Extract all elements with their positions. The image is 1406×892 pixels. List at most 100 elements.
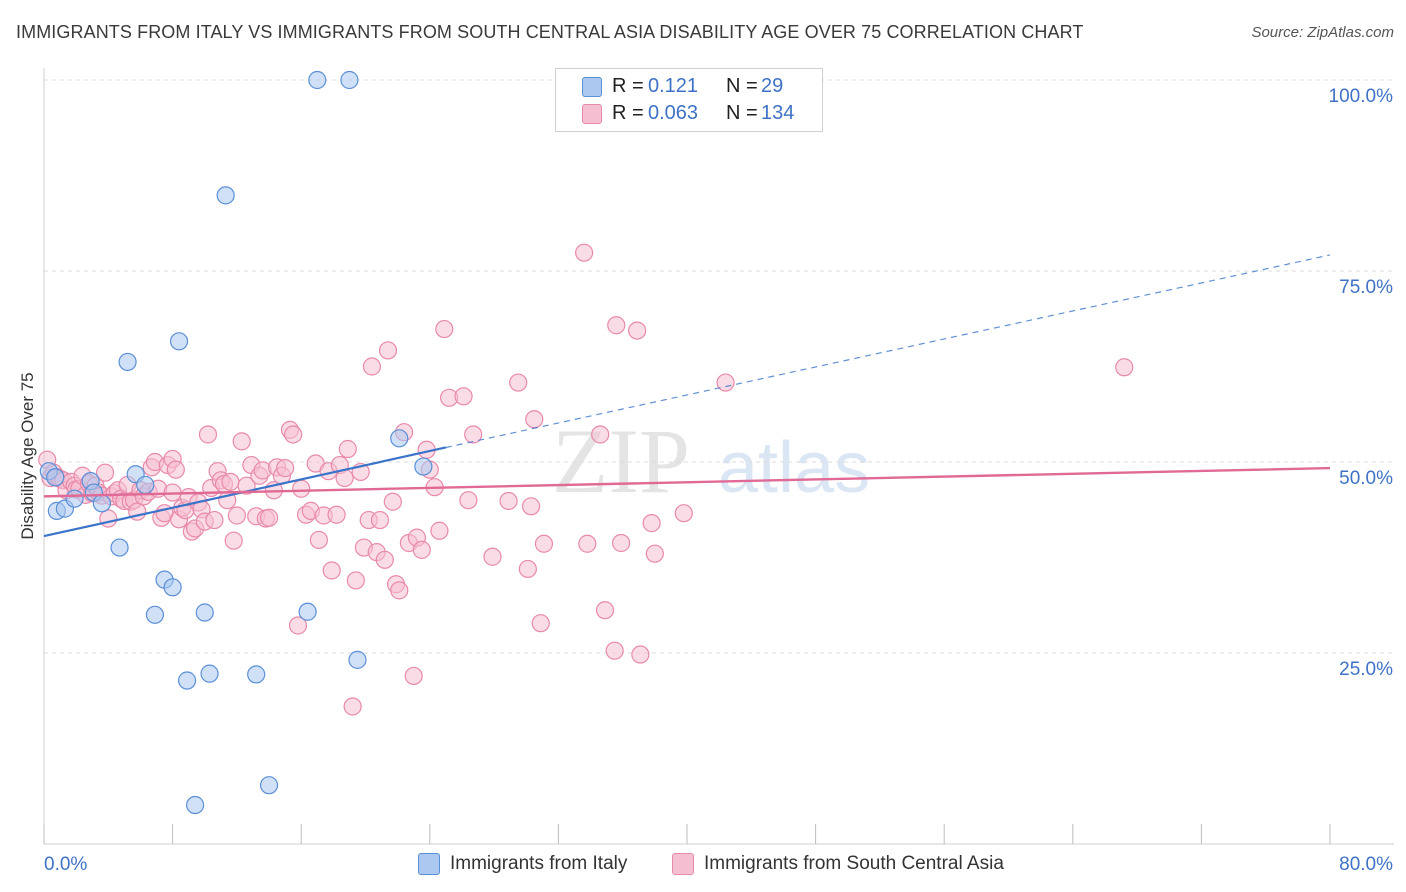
south-central-asia-point (595, 601, 615, 620)
watermark: ZIP atlas (552, 410, 870, 512)
italy-point (298, 602, 317, 621)
south-central-asia-point (198, 425, 218, 444)
south-central-asia-point (276, 459, 295, 478)
x-ticks (43, 824, 1331, 844)
south-central-asia-point (716, 373, 735, 392)
south-central-asia-point (343, 697, 362, 716)
italy-point (308, 70, 327, 90)
south-central-asia-point (454, 387, 473, 406)
south-central-asia-point (578, 534, 597, 553)
y-axis-label: Disability Age Over 75 (18, 372, 37, 539)
y-ticks: 25.0% 50.0% 75.0% 100.0% (1329, 86, 1394, 680)
south-central-asia-point (525, 410, 544, 429)
italy-point (200, 664, 219, 683)
south-central-asia-point (322, 561, 341, 580)
south-central-asia-point (166, 460, 185, 479)
legend-row-italy: R = 0.121 N = 29 (556, 73, 822, 99)
series-legend: Immigrants from Italy Immigrants from So… (0, 852, 1406, 878)
south-central-asia-point (375, 550, 394, 569)
south-central-asia-point (221, 472, 240, 491)
south-central-asia-point (575, 243, 594, 262)
south-central-asia-point (628, 321, 647, 340)
italy-point (259, 776, 279, 795)
south-central-asia-point (509, 373, 528, 392)
series-legend-swatch-south-central-asia (672, 853, 694, 875)
italy-point (177, 671, 197, 690)
south-central-asia-point (591, 425, 610, 444)
south-central-asia-point (534, 534, 554, 553)
trend-lines (43, 254, 1331, 538)
trend-line-italy-extension (445, 254, 1331, 449)
south-central-asia-point (259, 508, 279, 527)
chart-source: Source: ZipAtlas.com (1251, 24, 1394, 41)
series-italy-points (39, 70, 433, 815)
italy-point (92, 494, 111, 513)
trend-line-south-central-asia (43, 466, 1331, 498)
south-central-asia-point (292, 479, 311, 498)
legend-swatch-italy (582, 77, 602, 97)
south-central-asia-point (232, 432, 251, 451)
series-legend-label: Immigrants from Italy (450, 853, 628, 874)
south-central-asia-point (531, 614, 550, 633)
italy-point (186, 795, 205, 815)
south-central-asia-point (95, 463, 115, 482)
series-legend-label: Immigrants from South Central Asia (704, 853, 1004, 874)
watermark-atlas: atlas (718, 428, 870, 508)
south-central-asia-point (227, 506, 246, 525)
chart-title: IMMIGRANTS FROM ITALY VS IMMIGRANTS FROM… (16, 22, 1084, 42)
south-central-asia-point (430, 521, 449, 540)
italy-point (216, 186, 235, 205)
south-central-asia-point (378, 341, 398, 360)
south-central-asia-point (521, 497, 541, 516)
south-central-asia-point (288, 616, 308, 635)
south-central-asia-point (346, 571, 365, 590)
y-tick-label: 25.0% (1339, 659, 1393, 680)
y-tick-label: 100.0% (1329, 86, 1394, 107)
south-central-asia-point (309, 530, 328, 550)
legend-r-value: 0.121 (648, 75, 699, 97)
south-central-asia-point (642, 514, 661, 533)
south-central-asia-point (631, 645, 650, 664)
italy-point (414, 457, 433, 476)
x-tick-label-min: 0.0% (44, 854, 87, 875)
south-central-asia-point (605, 641, 624, 660)
italy-point (390, 429, 409, 448)
south-central-asia-point (499, 491, 518, 511)
legend-r-label: R = (612, 102, 644, 124)
y-tick-label: 75.0% (1339, 277, 1393, 298)
y-tick-label: 50.0% (1339, 468, 1393, 489)
legend-swatch-south-central-asia (582, 104, 602, 124)
italy-point (169, 332, 189, 351)
italy-point (163, 578, 182, 597)
south-central-asia-point (464, 425, 483, 444)
south-central-asia-point (284, 425, 303, 444)
legend-n-value: 134 (761, 102, 795, 124)
italy-point (340, 70, 359, 90)
legend-n-value: 29 (761, 75, 784, 97)
italy-point (247, 665, 266, 684)
south-central-asia-point (99, 509, 118, 528)
x-tick-label-max: 80.0% (1339, 854, 1393, 875)
italy-point (348, 650, 367, 669)
south-central-asia-point (674, 504, 693, 523)
south-central-asia-point (435, 319, 454, 339)
south-central-asia-point (370, 510, 390, 530)
south-central-asia-point (205, 510, 224, 530)
italy-point (110, 538, 129, 557)
south-central-asia-point (327, 505, 346, 524)
south-central-asia-point (607, 316, 626, 335)
italy-point (65, 489, 84, 508)
watermark-zip: ZIP (552, 410, 690, 512)
south-central-asia-point (224, 531, 243, 550)
south-central-asia-point (362, 357, 382, 376)
legend-n-label: N = (726, 75, 758, 97)
south-central-asia-point (404, 666, 423, 686)
grid-lines (44, 79, 1394, 654)
italy-point (195, 603, 214, 622)
south-central-asia-point (1115, 358, 1134, 377)
italy-point (145, 605, 165, 624)
italy-point (118, 352, 137, 372)
legend-n-label: N = (726, 102, 758, 124)
legend-r-value: 0.063 (648, 102, 699, 124)
legend-row-south-central-asia: R = 0.063 N = 134 (556, 100, 822, 126)
